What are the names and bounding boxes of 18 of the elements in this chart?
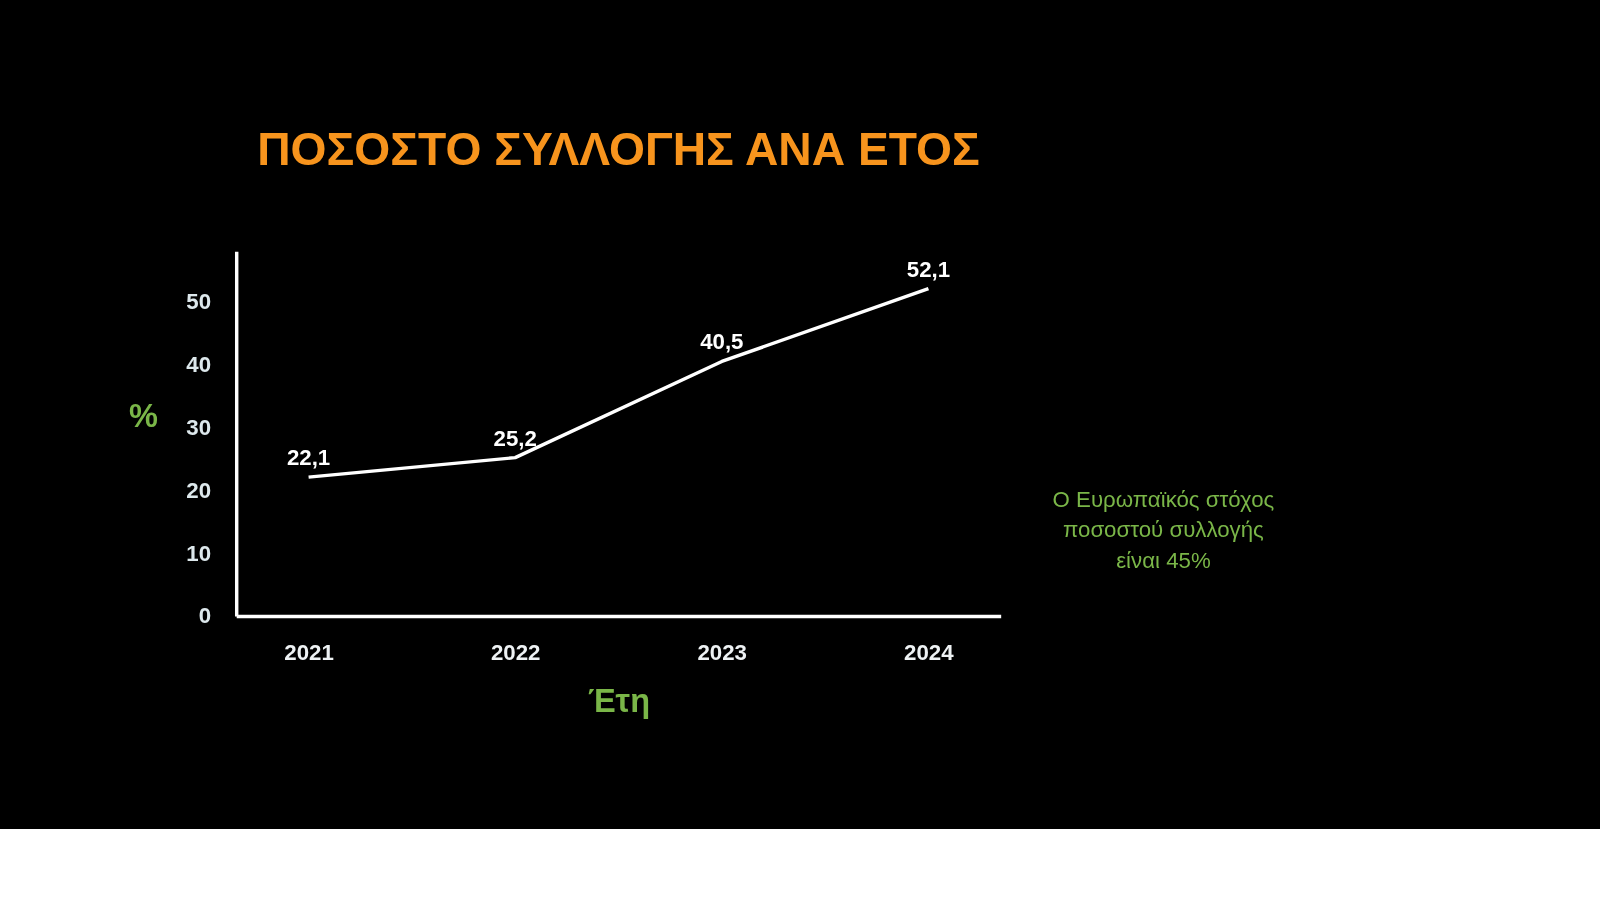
y-tick-label: 40	[186, 351, 212, 377]
data-label: 22,1	[286, 445, 331, 471]
y-tick-label: 10	[186, 540, 212, 566]
x-tick-label: 2021	[284, 640, 334, 666]
data-label: 25,2	[493, 425, 537, 451]
x-tick-label: 2023	[697, 640, 747, 666]
data-label: 40,5	[700, 329, 744, 355]
x-tick-label: 2024	[904, 640, 955, 666]
x-tick-label: 2022	[490, 640, 541, 666]
chart-title: ΠΟΣΟΣΤΟ ΣΥΛΛΟΓΗΣ ΑΝΑ ΕΤΟΣ	[257, 122, 980, 175]
y-tick-label: 30	[186, 414, 212, 440]
x-axis-title: Έτη	[587, 682, 650, 719]
y-tick-label: 0	[198, 603, 212, 629]
text: Ο Ευρωπαϊκός στόχος ποσοστού συλλογής είναι 45%	[1052, 486, 1275, 574]
y-tick-label: 20	[186, 477, 212, 503]
data-label: 52,1	[906, 256, 951, 282]
y-axis-title: %	[129, 398, 158, 435]
y-tick-label: 50	[186, 289, 212, 314]
